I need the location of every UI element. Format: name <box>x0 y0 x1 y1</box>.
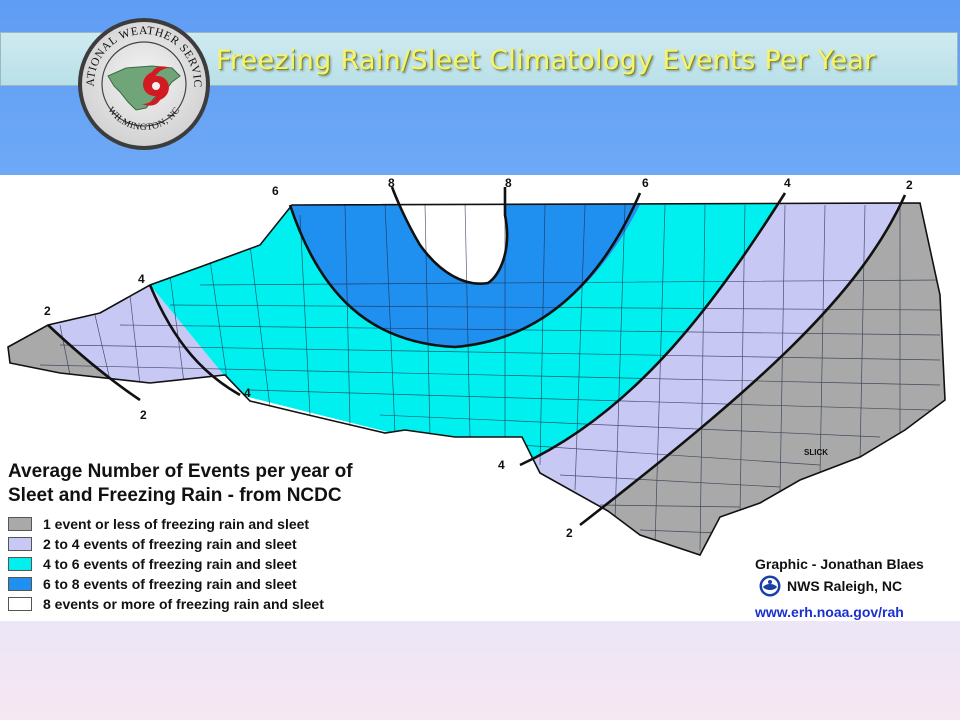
map-panel: 6 8 8 6 4 2 4 2 2 4 4 2 SLICK Average Nu… <box>0 175 960 621</box>
office-credit: NWS Raleigh, NC <box>787 578 903 594</box>
legend-item: 4 to 6 events of freezing rain and sleet <box>8 554 448 574</box>
contour-label: 8 <box>388 176 395 190</box>
legend-swatch <box>8 517 32 531</box>
contour-label: 8 <box>505 176 512 190</box>
graphic-credit: Graphic - Jonathan Blaes <box>755 556 924 572</box>
hurricane-icon <box>142 66 170 106</box>
contour-2-east <box>579 194 907 527</box>
legend-item: 1 event or less of freezing rain and sle… <box>8 514 448 534</box>
noaa-logo-icon <box>759 575 781 597</box>
legend-label: 1 event or less of freezing rain and sle… <box>43 516 310 532</box>
freezing-rain-map: 6 8 8 6 4 2 4 2 2 4 4 2 SLICK <box>7 176 946 556</box>
contour-label: 4 <box>784 176 791 190</box>
contour-label: 6 <box>272 184 279 198</box>
legend-label: 8 events or more of freezing rain and sl… <box>43 596 324 612</box>
contour-label: 2 <box>566 526 573 540</box>
legend-item: 2 to 4 events of freezing rain and sleet <box>8 534 448 554</box>
contour-8 <box>390 186 509 285</box>
legend-title: Average Number of Events per year of Sle… <box>8 461 353 506</box>
legend-item: 6 to 8 events of freezing rain and sleet <box>8 574 448 594</box>
legend-label: 4 to 6 events of freezing rain and sleet <box>43 556 297 572</box>
zone-8-plus-core <box>392 203 508 284</box>
contour-label: 6 <box>642 176 649 190</box>
contour-6 <box>288 192 642 349</box>
contour-4-west <box>148 284 241 397</box>
office-credit-row: NWS Raleigh, NC <box>755 575 955 597</box>
legend-swatch <box>8 597 32 611</box>
place-label: SLICK <box>804 448 828 457</box>
legend-swatch <box>8 557 32 571</box>
contour-label: 2 <box>140 408 147 422</box>
legend-swatch <box>8 537 32 551</box>
zone-4-to-6 <box>150 203 790 465</box>
contour-label: 4 <box>498 458 505 472</box>
legend-item: 8 events or more of freezing rain and sl… <box>8 594 448 614</box>
legend-label: 6 to 8 events of freezing rain and sleet <box>43 576 297 592</box>
contour-label: 2 <box>906 178 913 192</box>
contour-label: 4 <box>244 386 251 400</box>
contour-label: 4 <box>138 272 145 286</box>
credits: Graphic - Jonathan Blaes NWS Raleigh, NC… <box>755 553 955 623</box>
contour-lines <box>47 186 907 527</box>
contour-2-west <box>47 324 141 402</box>
legend: Average Number of Events per year of Sle… <box>8 460 448 614</box>
contour-4-east <box>519 192 787 467</box>
credit-url-link[interactable]: www.erh.noaa.gov/rah <box>755 604 904 620</box>
contour-label-group: 6 8 8 6 4 2 4 2 2 4 4 2 SLICK <box>44 176 913 540</box>
legend-swatch <box>8 577 32 591</box>
slide-title: Freezing Rain/Sleet Climatology Events P… <box>216 45 876 76</box>
nws-wilmington-logo: NATIONAL WEATHER SERVICE WILMINGTON, NC <box>76 16 210 150</box>
legend-label: 2 to 4 events of freezing rain and sleet <box>43 536 297 552</box>
state-outline <box>7 202 946 556</box>
contour-label: 2 <box>44 304 51 318</box>
